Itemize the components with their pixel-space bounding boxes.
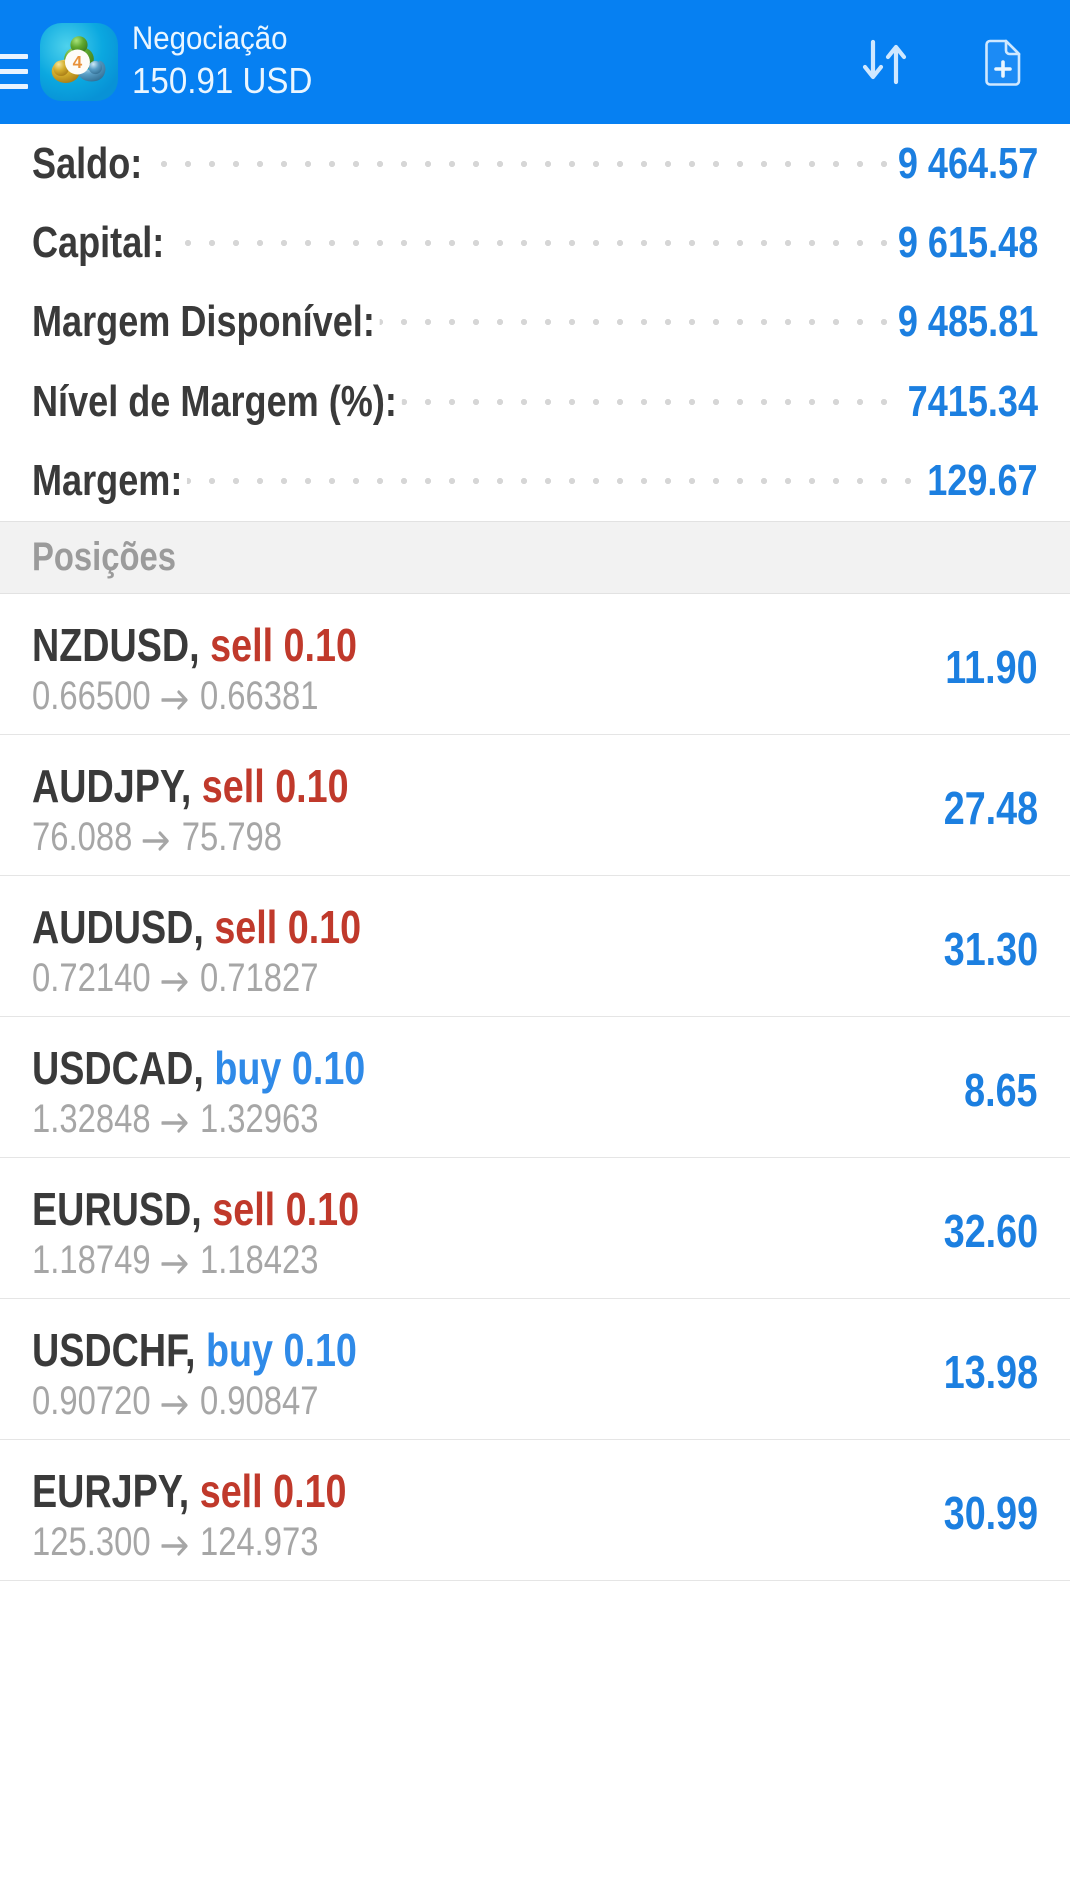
svg-text:4: 4 — [73, 52, 83, 72]
